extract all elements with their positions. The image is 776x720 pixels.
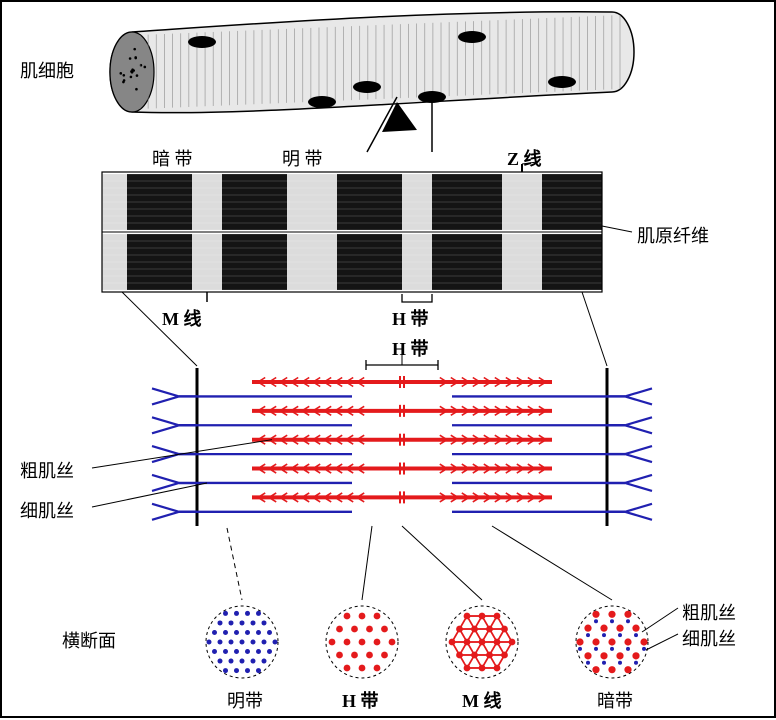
muscle-structure-diagram	[2, 2, 776, 720]
